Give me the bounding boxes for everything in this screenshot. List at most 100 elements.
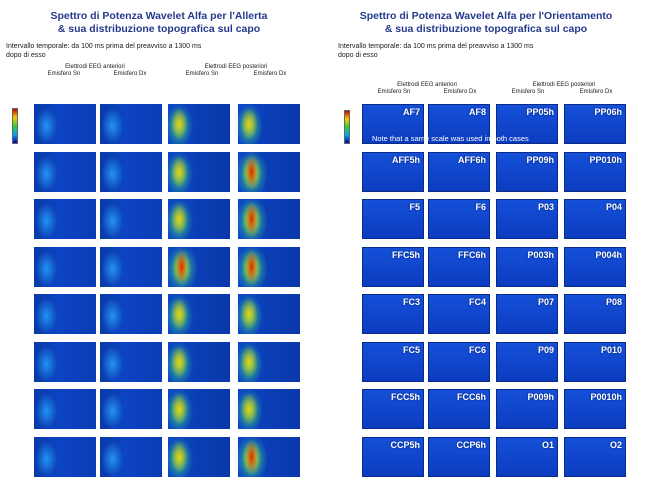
electrode-label: PP06h bbox=[594, 107, 622, 117]
alert-subtitle-line1: Intervallo temporale: da 100 ms prima de… bbox=[6, 43, 202, 50]
alert-group-anterior: Elettrodi EEG anteriori bbox=[65, 64, 125, 70]
spectrogram-cell bbox=[238, 104, 300, 144]
electrode-label: FC3 bbox=[402, 297, 420, 307]
spectrogram-cell bbox=[238, 389, 300, 429]
spectrogram-cell bbox=[168, 199, 230, 239]
electrode-label: FC4 bbox=[468, 297, 486, 307]
orienting-col-label-4: Emisfero Dx bbox=[579, 89, 613, 95]
alert-title-line2: & sua distribuzione topografica sul capo bbox=[57, 23, 261, 35]
electrode-label: PP05h bbox=[526, 107, 554, 117]
electrode-label: FCC6h bbox=[457, 392, 486, 402]
electrode-label: P09 bbox=[537, 344, 554, 355]
orienting-col-label-3: Emisfero Sn bbox=[511, 89, 545, 95]
electrode-label: P07 bbox=[537, 297, 554, 307]
electrode-cell: FC6 bbox=[428, 341, 490, 382]
electrode-label: P003h bbox=[527, 249, 554, 260]
electrode-label: PP010h bbox=[589, 154, 622, 165]
electrode-cell: P08 bbox=[564, 294, 626, 334]
spectrogram-cell bbox=[168, 246, 230, 287]
electrode-label: AF7 bbox=[402, 107, 420, 117]
electrode-cell: AF8 bbox=[428, 104, 490, 144]
spectrogram-cell bbox=[100, 246, 162, 287]
electrode-label: FFC6h bbox=[458, 249, 486, 260]
electrode-label: P04 bbox=[605, 202, 622, 212]
orienting-col-label-2: Emisfero Dx bbox=[443, 89, 477, 95]
electrode-label: AFF6h bbox=[458, 154, 486, 165]
orienting-subtitle-line1: Intervallo temporale: da 100 ms prima de… bbox=[338, 43, 534, 50]
spectrogram-cell bbox=[34, 436, 96, 477]
alert-subtitle-line2: dopo di esso bbox=[6, 52, 46, 59]
electrode-cell: P07 bbox=[496, 294, 558, 334]
electrode-cell: CCP5h bbox=[362, 436, 424, 477]
electrode-cell: P003h bbox=[496, 246, 558, 287]
electrode-cell: PP09h bbox=[496, 151, 558, 192]
electrode-label: O1 bbox=[541, 439, 554, 450]
orienting-colorbar bbox=[344, 110, 350, 144]
electrode-cell: P03 bbox=[496, 199, 558, 239]
electrode-label: FC6 bbox=[468, 344, 486, 355]
electrode-cell: FCC6h bbox=[428, 389, 490, 429]
electrode-label: FFC5h bbox=[392, 249, 420, 260]
spectrogram-cell bbox=[238, 341, 300, 382]
electrode-cell: P09 bbox=[496, 341, 558, 382]
electrode-cell: F6 bbox=[428, 199, 490, 239]
electrode-cell: P009h bbox=[496, 389, 558, 429]
electrode-cell: P004h bbox=[564, 246, 626, 287]
orienting-panel: Spettro di Potenza Wavelet Alfa per l'Or… bbox=[326, 0, 646, 477]
orienting-title-line1: Spettro di Potenza Wavelet Alfa per l'Or… bbox=[359, 10, 613, 22]
spectrogram-cell bbox=[34, 389, 96, 429]
spectrogram-cell bbox=[100, 104, 162, 144]
alert-col-label-3: Emisfero Sn bbox=[185, 71, 219, 77]
electrode-label: P004h bbox=[595, 249, 622, 260]
spectrogram-cell bbox=[100, 341, 162, 382]
electrode-label: P0010h bbox=[590, 392, 622, 402]
spectrogram-cell bbox=[34, 151, 96, 192]
orienting-group-anterior: Elettrodi EEG anteriori bbox=[397, 82, 457, 88]
spectrogram-cell bbox=[238, 436, 300, 477]
orienting-group-posterior: Elettrodi EEG posteriori bbox=[532, 82, 596, 88]
spectrogram-cell bbox=[34, 246, 96, 287]
spectrogram-cell bbox=[100, 199, 162, 239]
alert-col-label-2: Emisfero Dx bbox=[113, 71, 147, 77]
electrode-cell: PP06h bbox=[564, 104, 626, 144]
alert-title-line1: Spettro di Potenza Wavelet Alfa per l'Al… bbox=[50, 10, 268, 22]
spectrogram-cell bbox=[34, 199, 96, 239]
electrode-cell: P04 bbox=[564, 199, 626, 239]
electrode-cell: PP05h bbox=[496, 104, 558, 144]
spectrogram-cell bbox=[168, 151, 230, 192]
scale-note: Note that a same scale was used in both … bbox=[372, 134, 529, 143]
electrode-label: O2 bbox=[609, 439, 622, 450]
electrode-label: FC5 bbox=[402, 344, 420, 355]
alert-col-label-1: Emisfero Sn bbox=[47, 71, 81, 77]
electrode-cell: O2 bbox=[564, 436, 626, 477]
spectrogram-cell bbox=[34, 104, 96, 144]
electrode-label: P03 bbox=[537, 202, 554, 212]
spectrogram-cell bbox=[168, 294, 230, 334]
orienting-subtitle-line2: dopo di esso bbox=[338, 52, 378, 59]
alert-panel: Spettro di Potenza Wavelet Alfa per l'Al… bbox=[0, 0, 318, 477]
electrode-label: AF8 bbox=[468, 107, 486, 117]
electrode-cell: PP010h bbox=[564, 151, 626, 192]
electrode-cell: AF7 bbox=[362, 104, 424, 144]
alert-colorbar bbox=[12, 108, 18, 144]
spectrogram-cell bbox=[238, 294, 300, 334]
electrode-cell: FFC6h bbox=[428, 246, 490, 287]
electrode-cell: FC4 bbox=[428, 294, 490, 334]
electrode-cell: FC5 bbox=[362, 341, 424, 382]
spectrogram-cell bbox=[238, 151, 300, 192]
electrode-cell: P010 bbox=[564, 341, 626, 382]
spectrogram-cell bbox=[168, 341, 230, 382]
spectrogram-cell bbox=[238, 246, 300, 287]
electrode-label: AFF5h bbox=[392, 154, 420, 165]
electrode-label: PP09h bbox=[526, 154, 554, 165]
spectrogram-cell bbox=[100, 436, 162, 477]
electrode-cell: CCP6h bbox=[428, 436, 490, 477]
orienting-col-label-1: Emisfero Sn bbox=[377, 89, 411, 95]
spectrogram-cell bbox=[100, 389, 162, 429]
alert-col-label-4: Emisfero Dx bbox=[253, 71, 287, 77]
spectrogram-cell bbox=[168, 436, 230, 477]
electrode-label: F5 bbox=[409, 202, 420, 212]
spectrogram-cell bbox=[168, 389, 230, 429]
electrode-label: P009h bbox=[527, 392, 554, 402]
spectrogram-cell bbox=[34, 341, 96, 382]
